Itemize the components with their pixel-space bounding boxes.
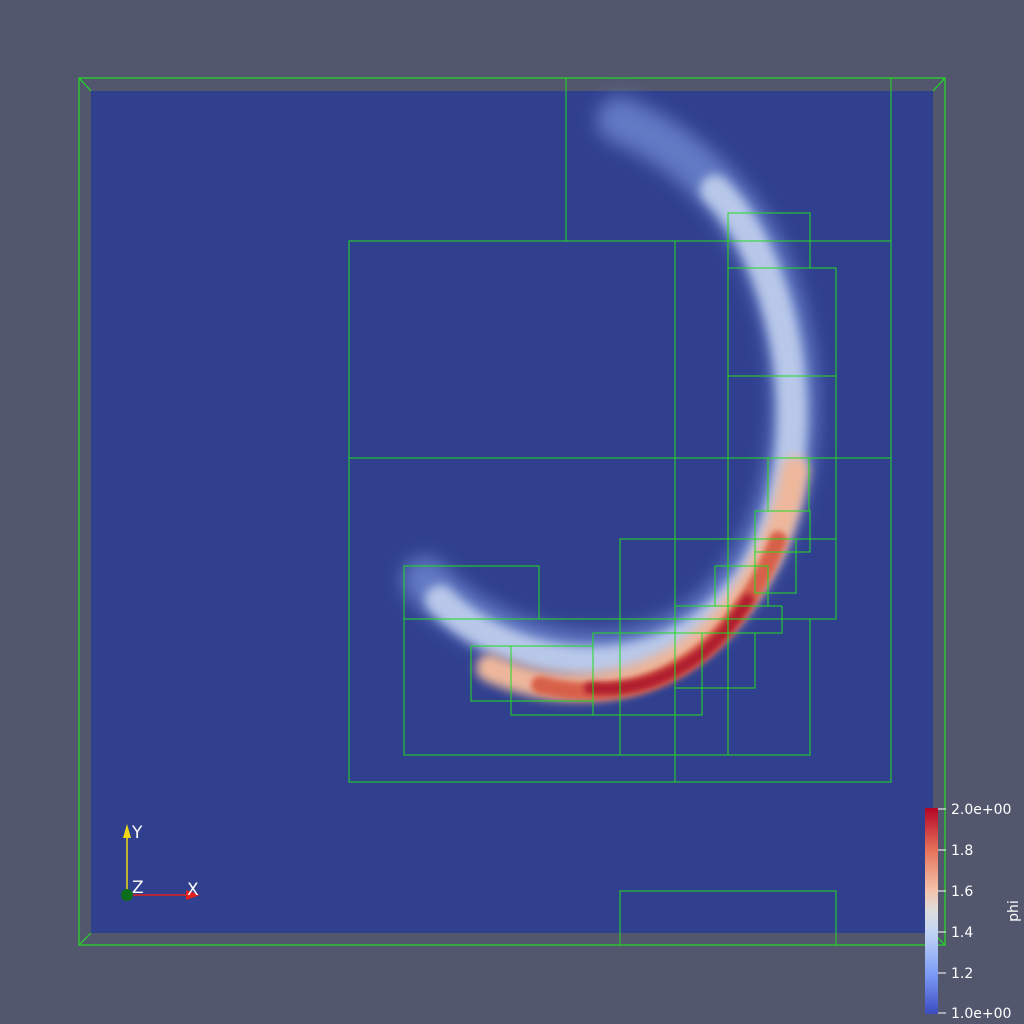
amr-level2-grid xyxy=(403,212,837,756)
orientation-axes: Y X Z xyxy=(121,823,200,901)
z-axis-dot-icon xyxy=(121,889,133,901)
colorbar-tick-label: 1.4 xyxy=(951,925,973,941)
domain-slice xyxy=(91,91,933,933)
colorbar-tick-label: 1.6 xyxy=(951,884,973,900)
colorbar-tick-label: 1.8 xyxy=(951,843,973,859)
color-legend[interactable]: 2.0e+00 1.8 1.6 1.4 1.2 1.0e+00 phi xyxy=(925,802,1022,1022)
colorbar-gradient xyxy=(925,808,938,1014)
colorbar-title: phi xyxy=(1006,900,1022,922)
x-axis-label: X xyxy=(187,880,199,900)
y-axis-label: Y xyxy=(131,823,143,843)
colorbar-tick-label: 2.0e+00 xyxy=(951,802,1011,818)
y-axis-arrow-icon xyxy=(123,824,131,838)
colorbar-ticks xyxy=(938,808,946,1014)
phi-field-band xyxy=(402,97,818,701)
colorbar-tick-label: 1.2 xyxy=(951,966,973,982)
x-axis-arrow-icon xyxy=(186,890,200,900)
colorbar-tick-label: 1.0e+00 xyxy=(951,1006,1011,1022)
z-axis-label: Z xyxy=(132,878,144,898)
